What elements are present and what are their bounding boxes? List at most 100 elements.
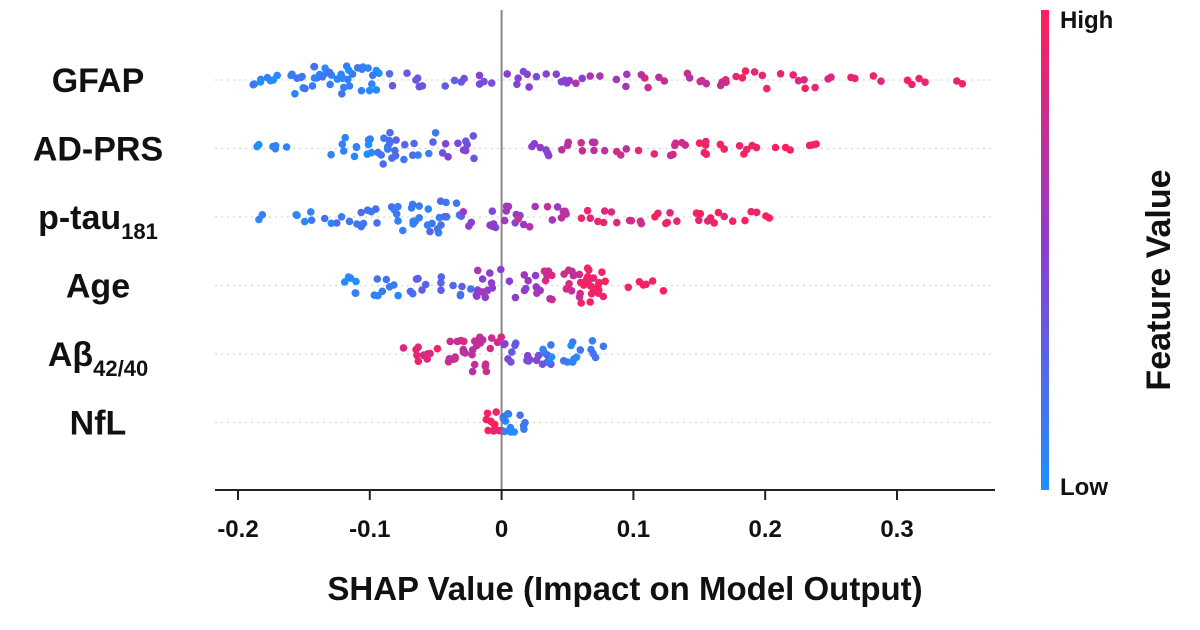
shap-point [543,202,552,211]
shap-point [470,154,478,163]
shap-point [372,86,381,94]
shap-point [423,221,432,229]
feature-label: Age [66,268,130,306]
shap-point [500,427,509,436]
shap-point [585,266,593,274]
shap-point [437,278,445,287]
shap-point [433,344,442,353]
shap-point [409,220,418,228]
shap-point [469,132,478,140]
shap-point [412,76,420,84]
shap-point [741,216,749,225]
shap-point [654,209,662,218]
shap-point [258,211,267,219]
shap-point [338,140,347,148]
shap-point [415,202,424,210]
shap-point [373,275,382,283]
shap-point [752,143,761,152]
shap-point [851,74,859,83]
shap-point [459,208,468,216]
shap-point [436,197,445,205]
shap-point [487,334,496,342]
shap-point [394,291,402,300]
shap-point [403,69,411,77]
shap-point [493,338,502,347]
shap-point [582,275,591,284]
shap-point [903,76,912,85]
shap-point [499,413,508,421]
shap-point [340,83,348,92]
shap-point [414,274,422,283]
shap-point [497,265,505,274]
shap-point [470,337,479,346]
shap-point [648,277,657,285]
shap-point [367,207,376,216]
shap-point [394,217,402,225]
shap-point [567,341,575,350]
shap-point [415,82,424,91]
shap-point [577,139,585,147]
shap-point [531,202,539,211]
shap-point [341,133,350,142]
shap-point [579,281,588,289]
shap-point [539,345,547,354]
shap-point [301,84,309,93]
shap-point [671,139,680,147]
shap-point [344,75,352,84]
shap-point [401,140,409,149]
shap-point [613,218,621,227]
shap-point [307,216,316,224]
shap-point [379,160,388,168]
shap-point [414,357,423,366]
shap-point [572,79,580,88]
shap-point [514,215,522,223]
shap-point [622,145,631,153]
shap-point [953,77,961,85]
shap-point [433,225,442,233]
shap-point [589,349,597,358]
shap-point [410,139,418,148]
shap-point [483,409,492,418]
feature-label: AD-PRS [33,131,163,169]
shap-point [532,283,540,291]
colorbar [1041,10,1049,490]
shap-point [673,217,681,225]
shap-point [421,280,430,289]
shap-point [456,290,465,299]
shap-point [438,149,447,157]
shap-point [568,358,577,366]
shap-point [763,84,771,93]
shap-point [392,210,401,218]
shap-point [565,76,574,85]
shap-point [388,81,397,90]
shap-point [521,418,529,427]
shap-point [503,70,512,78]
shap-point [519,67,528,76]
shap-point [548,216,557,224]
shap-point [478,275,487,283]
x-ticks: -0.2 -0.1 0 0.1 0.2 0.3 [217,490,914,543]
shap-point [714,208,723,217]
shap-point [576,346,585,354]
shap-point [418,286,426,294]
shap-point [504,202,513,211]
shap-point [459,146,468,154]
shap-point [559,207,568,216]
shap-point [589,274,598,282]
shap-point [390,281,398,289]
shap-point [440,212,449,221]
shap-point [374,148,382,157]
shap-point [399,344,408,352]
shap-point [457,336,465,345]
shap-point [256,78,265,86]
shap-point [364,140,373,149]
x-tick-label: 0.3 [880,516,913,543]
shap-point [310,62,318,71]
shap-point [382,275,391,284]
shap-point [511,293,520,302]
shap-point [624,283,633,292]
shap-point [559,357,568,365]
shap-point [481,293,490,302]
shap-point [516,411,524,420]
shap-point [577,299,585,307]
